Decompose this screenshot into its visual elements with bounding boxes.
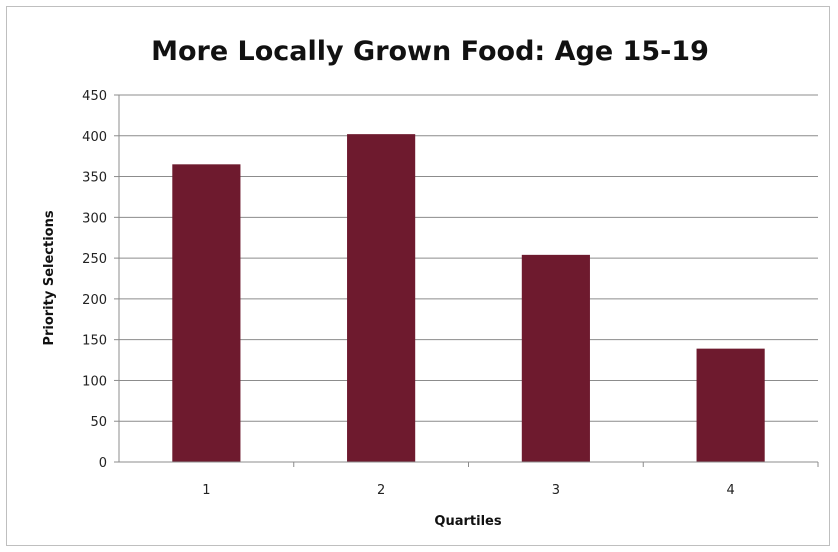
y-tick-label-400: 400	[82, 130, 107, 145]
y-tick-label-250: 250	[82, 252, 107, 267]
y-tick-label-50: 50	[90, 415, 107, 430]
x-tick-labels: 1 2 3 4	[202, 483, 735, 498]
bar-quartile-2	[347, 134, 416, 462]
y-tick-label-100: 100	[82, 374, 107, 389]
bar-quartile-4	[696, 348, 765, 462]
y-tick-label-350: 350	[82, 171, 107, 186]
bar-quartile-1	[172, 164, 241, 463]
y-tick-labels: 0 50 100 150 200 250 300 350 400 450	[82, 89, 107, 471]
x-axis-title: Quartiles	[434, 514, 501, 529]
x-tick-label-2: 2	[377, 483, 385, 498]
y-tick-label-300: 300	[82, 211, 107, 226]
chart-title: More Locally Grown Food: Age 15-19	[151, 36, 709, 67]
axes	[114, 94, 819, 467]
y-tick-label-0: 0	[99, 456, 107, 471]
x-tick-label-1: 1	[202, 483, 210, 498]
y-tick-label-200: 200	[82, 293, 107, 308]
y-tick-label-150: 150	[82, 334, 107, 349]
chart-frame	[6, 6, 830, 546]
y-axis-title: Priority Selections	[42, 210, 57, 345]
x-tick-label-3: 3	[552, 483, 560, 498]
x-tick-label-4: 4	[726, 483, 734, 498]
bars	[172, 134, 765, 463]
bar-quartile-3	[521, 254, 590, 462]
y-tick-label-450: 450	[82, 89, 107, 104]
